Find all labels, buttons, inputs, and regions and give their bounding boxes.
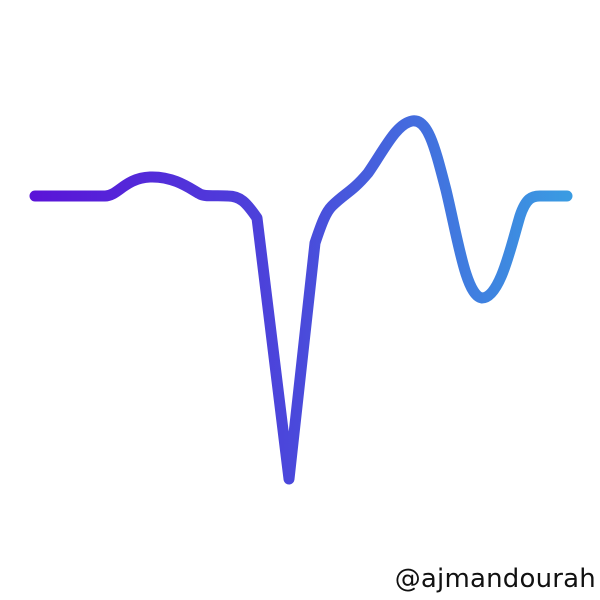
waveform-line xyxy=(29,115,573,485)
credit-handle: @ajmandourah xyxy=(394,564,596,594)
